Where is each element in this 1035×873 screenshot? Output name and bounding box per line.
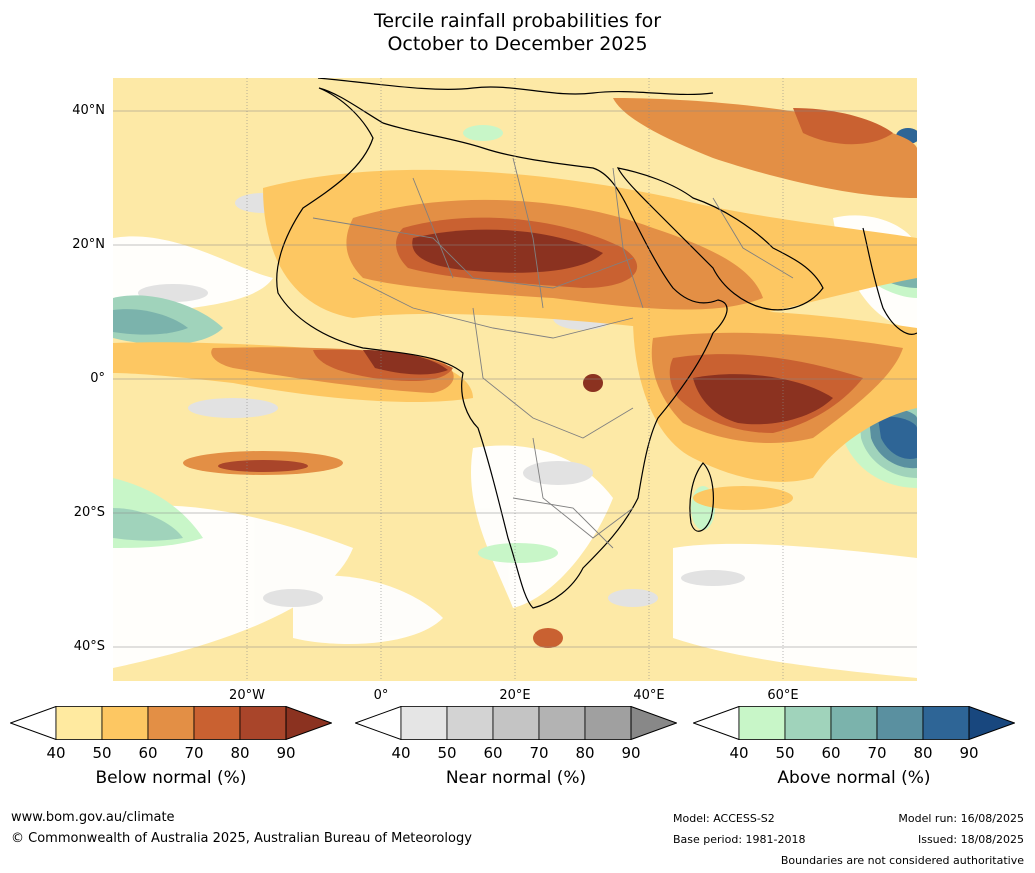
lon-label-60e: 60°E [767, 688, 799, 703]
colorbar-below-normal [10, 706, 332, 740]
colorbar-above-high-extend [968, 706, 1015, 740]
below-normal-label: Below normal (%) [95, 768, 247, 788]
title-line-2: October to December 2025 [387, 33, 648, 55]
website-link[interactable]: www.bom.gov.au/climate [11, 810, 175, 825]
base-period: Base period: 1981-2018 [673, 833, 806, 846]
model-run-date: Model run: 16/08/2025 [898, 812, 1024, 825]
colorbar-above-bin-4 [876, 706, 924, 740]
above-tick-70: 70 [867, 744, 887, 762]
near-tick-80: 80 [575, 744, 595, 762]
graticule [113, 78, 917, 681]
near-tick-40: 40 [391, 744, 411, 762]
colorbar-below-bin-2 [101, 706, 149, 740]
lon-label-20w: 20°W [229, 688, 265, 703]
colorbar-below-bin-4 [193, 706, 241, 740]
chart-title: Tercile rainfall probabilities for Octob… [0, 10, 1035, 56]
colorbar-near-bin-4 [538, 706, 586, 740]
colorbar-near-low-extend [355, 706, 402, 740]
lat-label-40n: 40°N [72, 103, 105, 118]
near-normal-label: Near normal (%) [445, 768, 587, 788]
lon-label-0: 0° [373, 688, 389, 703]
lon-label-40e: 40°E [633, 688, 665, 703]
boundaries-disclaimer: Boundaries are not considered authoritat… [780, 854, 1024, 867]
near-tick-70: 70 [529, 744, 549, 762]
near-tick-90: 90 [621, 744, 641, 762]
rainfall-probability-map [113, 78, 917, 681]
lat-label-40s: 40°S [73, 639, 105, 654]
near-tick-50: 50 [437, 744, 457, 762]
colorbar-above-low-extend [693, 706, 740, 740]
colorbar-below-bin-1 [55, 706, 103, 740]
country-borders [312, 157, 794, 549]
below-tick-40: 40 [46, 744, 66, 762]
colorbar-above-svg [693, 706, 1015, 740]
map-canvas [113, 78, 917, 681]
copyright-text: © Commonwealth of Australia 2025, Austra… [11, 831, 472, 846]
lat-label-20n: 20°N [72, 237, 105, 252]
below-tick-50: 50 [92, 744, 112, 762]
below-tick-70: 70 [184, 744, 204, 762]
lon-label-20e: 20°E [499, 688, 531, 703]
lat-label-0: 0° [90, 371, 105, 386]
colorbar-above-bin-3 [830, 706, 878, 740]
below-tick-60: 60 [138, 744, 158, 762]
colorbar-near-bin-3 [492, 706, 540, 740]
colorbar-above-bin-5 [922, 706, 970, 740]
colorbar-below-high-extend [285, 706, 332, 740]
above-tick-40: 40 [729, 744, 749, 762]
colorbar-near-high-extend [630, 706, 677, 740]
colorbar-near-svg [355, 706, 677, 740]
above-tick-80: 80 [913, 744, 933, 762]
colorbar-below-bin-5 [239, 706, 287, 740]
colorbar-near-normal [355, 706, 677, 740]
title-line-1: Tercile rainfall probabilities for [373, 10, 662, 32]
colorbar-near-bin-2 [446, 706, 494, 740]
above-tick-90: 90 [959, 744, 979, 762]
above-tick-50: 50 [775, 744, 795, 762]
near-tick-60: 60 [483, 744, 503, 762]
colorbar-above-bin-1 [738, 706, 786, 740]
below-tick-80: 80 [230, 744, 250, 762]
coastlines [276, 78, 917, 609]
colorbar-below-low-extend [10, 706, 57, 740]
issued-date: Issued: 18/08/2025 [917, 833, 1024, 846]
colorbar-below-svg [10, 706, 332, 740]
colorbar-near-bin-1 [400, 706, 448, 740]
colorbar-above-normal [693, 706, 1015, 740]
colorbar-below-bin-3 [147, 706, 195, 740]
colorbar-above-bin-2 [784, 706, 832, 740]
model-name: Model: ACCESS-S2 [673, 812, 775, 825]
lat-label-20s: 20°S [73, 505, 105, 520]
colorbar-near-bin-5 [584, 706, 632, 740]
below-tick-90: 90 [276, 744, 296, 762]
below-normal-areas [113, 98, 917, 648]
above-tick-60: 60 [821, 744, 841, 762]
above-normal-label: Above normal (%) [777, 768, 931, 788]
